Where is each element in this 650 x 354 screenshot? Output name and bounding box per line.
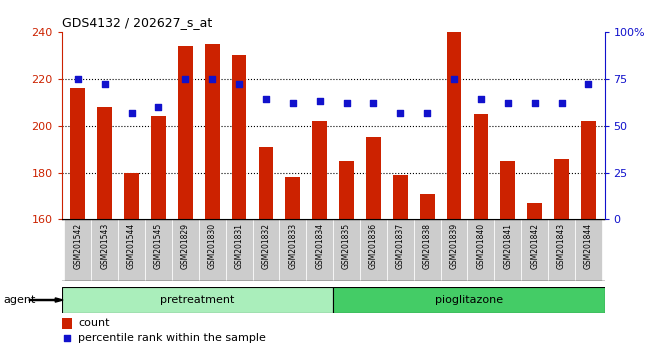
Bar [62,287,333,313]
Text: GSM201544: GSM201544 [127,223,136,269]
Point [395,110,406,115]
Point [341,100,352,106]
Bar [393,175,408,219]
Text: GSM201830: GSM201830 [208,223,216,269]
Point [449,76,460,81]
Text: GSM201835: GSM201835 [342,223,351,269]
Bar [151,116,166,219]
Text: GSM201834: GSM201834 [315,223,324,269]
Bar [178,46,193,219]
Text: GSM201833: GSM201833 [289,223,297,269]
Bar [91,219,118,281]
Text: GSM201832: GSM201832 [261,223,270,269]
Text: GSM201836: GSM201836 [369,223,378,269]
Text: GSM201843: GSM201843 [557,223,566,269]
Point [369,100,379,106]
Bar [447,32,461,219]
Bar [387,219,414,281]
Bar [64,219,91,281]
Text: GSM201839: GSM201839 [450,223,458,269]
Text: agent: agent [3,295,36,305]
Point [530,100,540,106]
Bar [312,121,327,219]
Bar [441,219,467,281]
Text: percentile rank within the sample: percentile rank within the sample [78,333,266,343]
Bar [259,147,274,219]
Bar [333,287,604,313]
Bar [339,161,354,219]
Text: GSM201837: GSM201837 [396,223,405,269]
Bar [145,219,172,281]
Bar [527,203,542,219]
Point [73,76,83,81]
Bar [500,161,515,219]
Bar [360,219,387,281]
Text: GSM201831: GSM201831 [235,223,244,269]
Point [556,100,567,106]
Bar [98,107,112,219]
Text: count: count [78,319,110,329]
Bar [581,121,596,219]
Bar [420,194,435,219]
Text: GSM201838: GSM201838 [422,223,432,269]
Point [62,335,72,341]
Text: GSM201840: GSM201840 [476,223,486,269]
Bar [306,219,333,281]
Bar [333,219,360,281]
Point [99,81,110,87]
Bar [280,219,306,281]
Bar [231,55,246,219]
Point [315,98,325,104]
Point [180,76,190,81]
Point [261,97,271,102]
Text: GSM201545: GSM201545 [154,223,163,269]
Bar [226,219,252,281]
Text: GDS4132 / 202627_s_at: GDS4132 / 202627_s_at [62,16,212,29]
Bar [62,318,72,329]
Bar [172,219,199,281]
Point [476,97,486,102]
Bar [252,219,280,281]
Point [287,100,298,106]
Point [502,100,513,106]
Bar [414,219,441,281]
Bar [495,219,521,281]
Bar [366,137,381,219]
Bar [199,219,226,281]
Bar [473,114,488,219]
Bar [118,219,145,281]
Bar [70,88,85,219]
Text: GSM201844: GSM201844 [584,223,593,269]
Point [422,110,432,115]
Text: pioglitazone: pioglitazone [435,295,503,305]
Text: GSM201829: GSM201829 [181,223,190,269]
Point [234,81,244,87]
Point [583,81,593,87]
Text: pretreatment: pretreatment [161,295,235,305]
Text: GSM201543: GSM201543 [100,223,109,269]
Text: GSM201542: GSM201542 [73,223,83,269]
Bar [521,219,548,281]
Bar [124,172,139,219]
Bar [285,177,300,219]
Text: GSM201841: GSM201841 [503,223,512,269]
Bar [575,219,602,281]
Point [207,76,217,81]
Point [126,110,136,115]
Bar [467,219,495,281]
Text: GSM201842: GSM201842 [530,223,539,269]
Point [153,104,164,110]
Bar [554,159,569,219]
Bar [548,219,575,281]
Bar [205,44,220,219]
